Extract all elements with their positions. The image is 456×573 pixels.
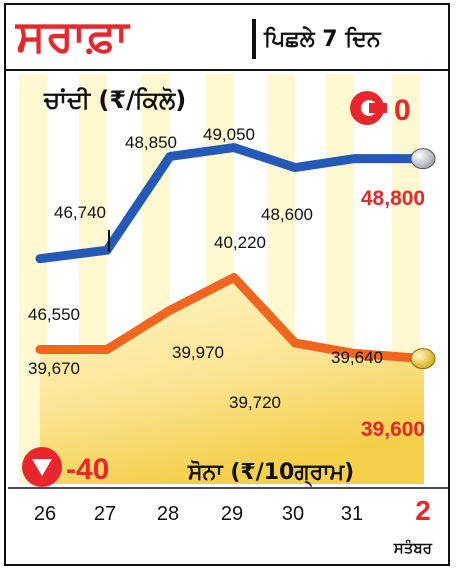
silver-series-line	[35, 143, 425, 264]
gold-data-label: 39,670	[28, 359, 80, 378]
x-tick-label: 26	[34, 503, 56, 525]
no-change-icon-notch	[369, 103, 387, 113]
down-arrow-glyph	[32, 459, 52, 476]
silver-series-title: ਚਾਂਦੀ (₹/ਕਿਲੋ)	[43, 86, 186, 114]
chart-frame: ਸਰਾਫ਼ਾ ਪਿਛਲੇ 7 ਦਿਨ ਚਾਂਦੀ (₹/ਕਿਲੋ) 46,550 4…	[4, 3, 450, 566]
page-subtitle: ਪਿਛਲੇ 7 ਦਿਨ	[264, 27, 381, 52]
price-chart: ਚਾਂਦੀ (₹/ਕਿਲੋ) 46,550 46,740 48,850 49,050 48…	[8, 74, 448, 557]
page-title: ਸਰਾਫ਼ਾ	[16, 11, 130, 62]
silver-latest-label: 48,800	[361, 187, 425, 210]
gold-series-title: ਸੋਨਾ (₹/10ਗ੍ਰਾਮ)	[187, 459, 354, 488]
x-tick-label: 28	[157, 503, 179, 525]
x-tick-label: 30	[282, 503, 304, 525]
header-divider	[252, 19, 256, 59]
x-tick-label: 27	[94, 503, 116, 525]
gold-data-label: 40,220	[214, 233, 266, 252]
gold-change-value: -40	[66, 453, 109, 486]
gold-data-label: 39,970	[172, 343, 224, 362]
silver-end-marker	[410, 148, 436, 170]
x-tick-label: 2	[415, 495, 431, 526]
silver-data-label: 48,850	[125, 133, 177, 152]
x-tick-label: 29	[221, 503, 243, 525]
silver-data-label: 49,050	[203, 125, 255, 144]
gold-data-label: 39,720	[229, 393, 281, 412]
silver-data-label: 46,740	[54, 203, 106, 222]
silver-change-badge: 0	[350, 91, 411, 127]
silver-change-value: 0	[394, 94, 411, 127]
silver-data-label: 48,600	[261, 205, 313, 224]
header-rule	[6, 69, 448, 71]
gold-area-fill	[40, 277, 424, 484]
gold-series-line	[35, 273, 429, 364]
silver-data-label: 46,550	[28, 305, 80, 324]
gold-end-marker	[410, 348, 436, 370]
gold-data-label: 39,640	[331, 348, 383, 367]
gold-latest-label: 39,600	[361, 418, 425, 441]
month-label: ਸਤੰਬਰ	[393, 538, 433, 557]
gold-change-badge: -40	[22, 447, 109, 487]
x-tick-label: 31	[341, 503, 363, 525]
